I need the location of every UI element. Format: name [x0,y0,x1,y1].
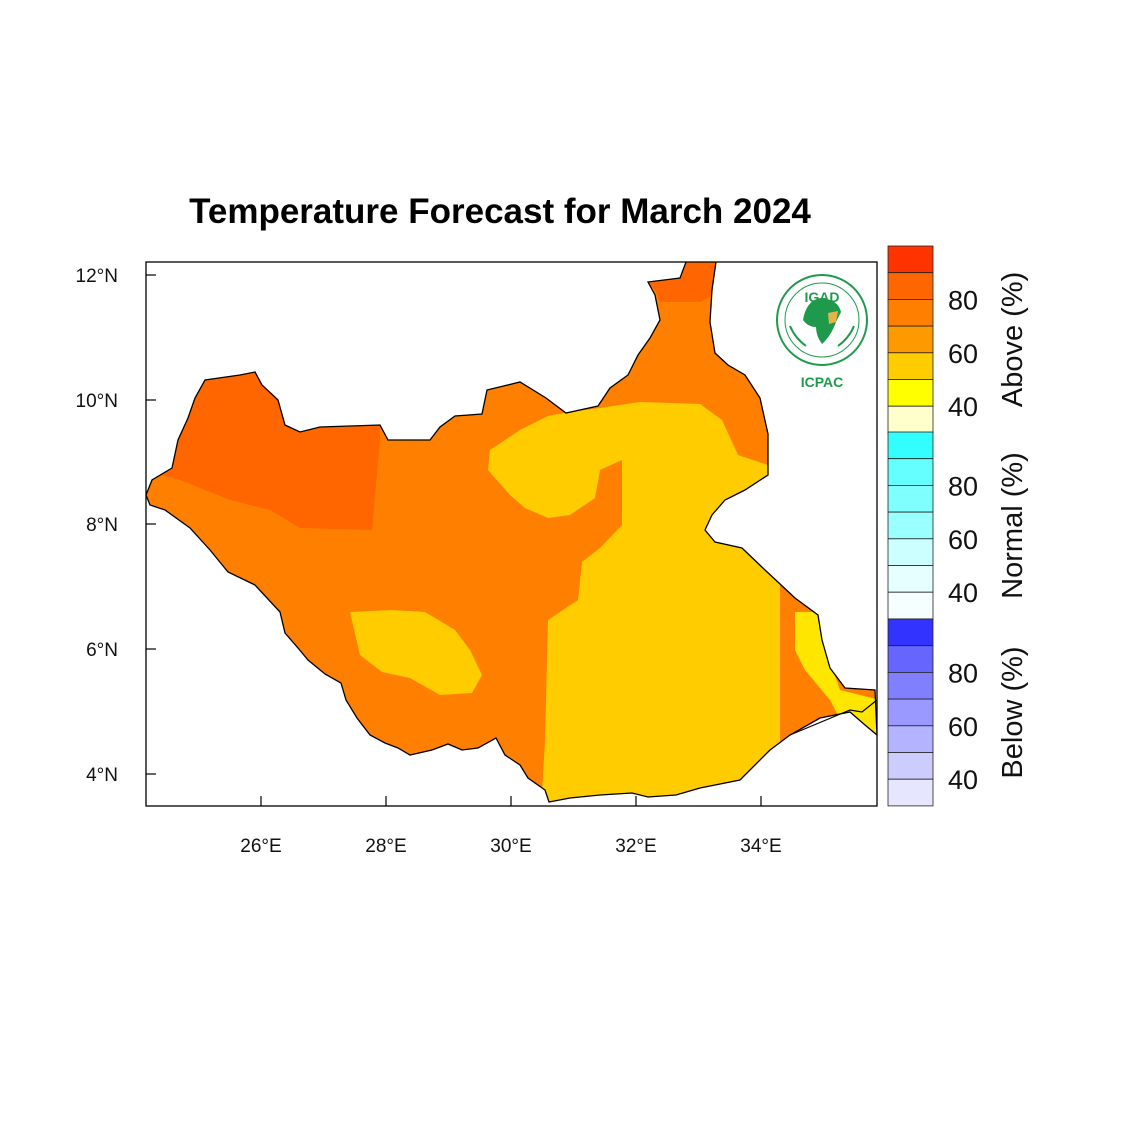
zone-west-pocket [350,610,482,695]
igad-icpac-logo: IGAD ICPAC [776,274,868,390]
zone-far-southeast [795,612,877,740]
logo-bottom-text: ICPAC [801,374,844,390]
colorbar-tick-label: 60 [948,712,978,742]
ilemi-border [789,699,877,736]
colorbar-swatch [887,698,934,727]
colorbar-swatch [887,725,934,753]
x-tick-label: 34°E [740,836,781,857]
colorbar-swatch [887,272,934,300]
colorbar-swatch [887,778,934,807]
x-tick-label: 30°E [490,836,531,857]
colorbar-swatch [887,538,934,566]
colorbar-swatch [887,645,934,673]
colorbar-swatch [887,405,934,434]
x-axis: 26°E 28°E 30°E 32°E 34°E [240,796,782,857]
colorbar-swatch [887,379,934,407]
colorbar-swatch [887,325,934,354]
colorbar-section-title: Above (%) [997,272,1029,407]
colorbar-tick-label: 80 [948,658,978,688]
y-tick-label: 10°N [76,391,118,412]
colorbar-tick-label: 60 [948,339,978,369]
colorbar-swatch [887,565,934,593]
colorbar-swatch [887,298,934,327]
x-tick-label: 26°E [240,836,281,857]
colorbar-tick-label: 40 [948,578,978,608]
colorbar-tick-label: 40 [948,392,978,422]
colorbar-swatch [887,352,934,380]
logo-top-text: IGAD [805,289,840,305]
y-tick-label: 12°N [76,266,118,287]
y-tick-label: 6°N [86,640,118,661]
colorbar-swatch [887,618,934,647]
x-tick-label: 28°E [365,836,406,857]
colorbar-swatch [887,511,934,540]
colorbar-swatch [887,752,934,780]
colorbar-tick-label: 80 [948,471,978,501]
zone-east-and-south [488,402,780,802]
page-title: Temperature Forecast for March 2024 [189,192,811,231]
colorbar-section-title: Below (%) [997,646,1029,778]
colorbar-swatch [887,431,934,460]
colorbar-swatch [887,672,934,700]
colorbar-swatch [887,458,934,486]
colorbar-tick-label: 60 [948,525,978,555]
colorbar-swatch [887,591,934,620]
colorbar-tick-label: 80 [948,285,978,315]
y-tick-label: 8°N [86,515,118,536]
colorbar-swatch [887,484,934,513]
y-axis: 12°N 10°N 8°N 6°N 4°N [76,266,156,786]
colorbar-section-title: Normal (%) [997,452,1029,599]
colorbar-swatch [887,245,934,274]
colorbar-tick-label: 40 [948,765,978,795]
x-tick-label: 32°E [615,836,656,857]
colorbar: 80 60 40 Above (%) 80 60 40 Normal (%) 80 60 40 Bel… [887,245,1029,807]
y-tick-label: 4°N [86,765,118,786]
